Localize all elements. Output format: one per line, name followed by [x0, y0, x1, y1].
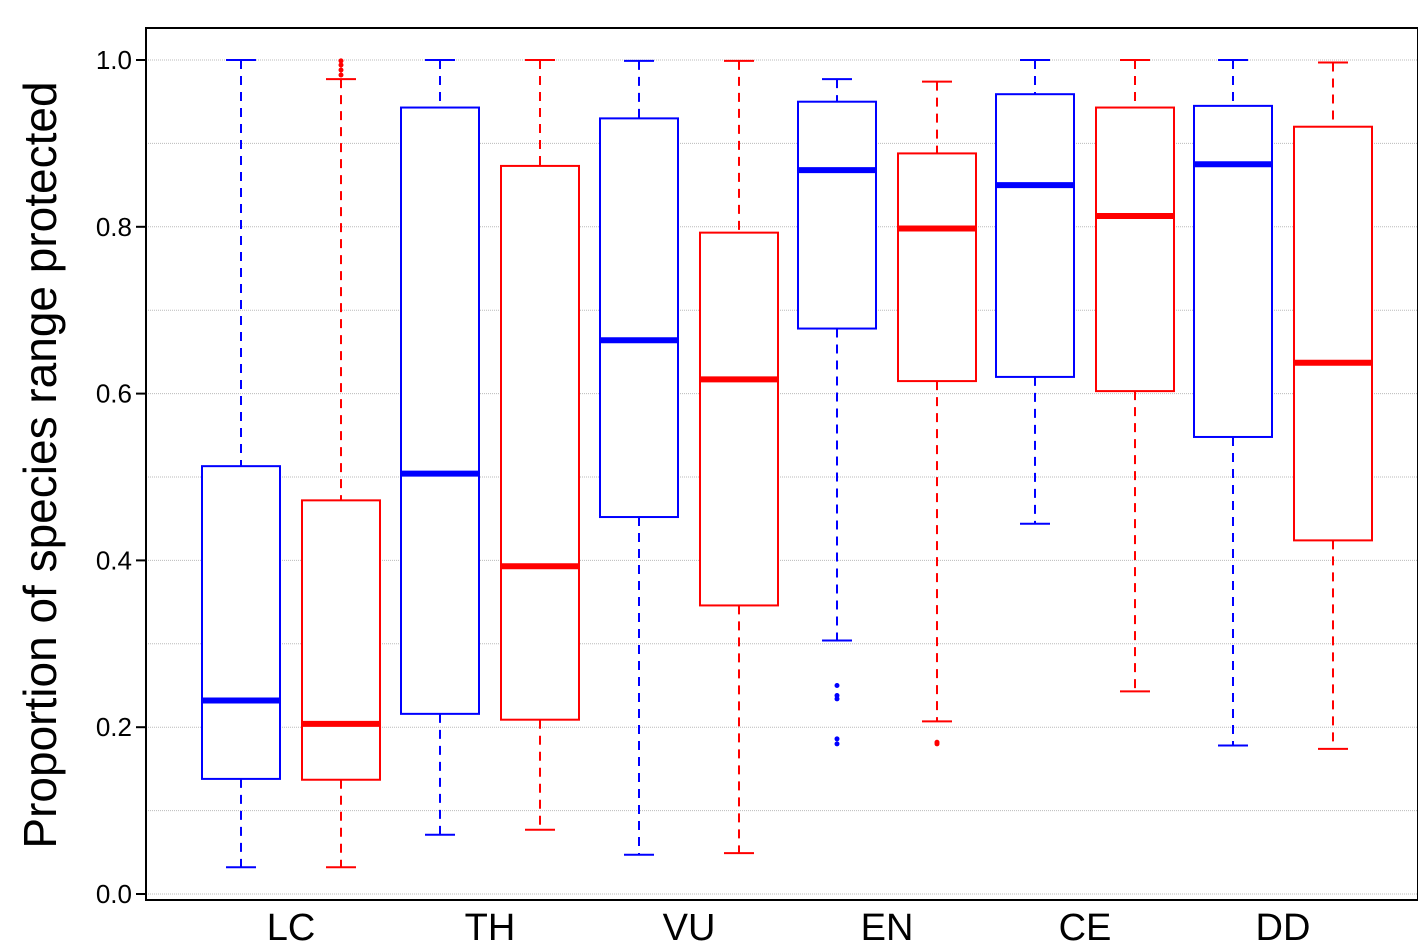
box-th	[400, 59, 480, 836]
iqr-box	[400, 106, 480, 715]
box-lc	[201, 59, 281, 869]
x-tick-label: EN	[861, 907, 914, 948]
y-tick-label: 0.4	[96, 545, 132, 575]
y-tick-label: 0.8	[96, 212, 132, 242]
iqr-box	[1095, 106, 1175, 393]
outlier-point	[338, 72, 344, 78]
x-tick-label: DD	[1256, 907, 1311, 948]
outlier-point	[338, 62, 344, 68]
box-dd	[1293, 61, 1373, 750]
x-tick-label: VU	[663, 907, 716, 948]
y-axis: 0.0 0.2 0.4 0.6 0.8 1.0	[96, 45, 146, 909]
iqr-box	[995, 93, 1075, 378]
box-vu	[699, 59, 779, 855]
outlier-point	[934, 741, 940, 747]
plot-frame	[145, 27, 1418, 901]
iqr-box	[301, 499, 381, 781]
x-tick-label: TH	[465, 907, 516, 948]
iqr-box	[1193, 104, 1273, 438]
outlier-point	[834, 736, 840, 742]
iqr-box	[1293, 125, 1373, 542]
iqr-box	[797, 100, 877, 330]
box-ce	[1095, 59, 1175, 693]
iqr-box	[201, 465, 281, 780]
box-en	[897, 80, 977, 747]
outlier-point	[338, 58, 344, 64]
y-tick-label: 0.6	[96, 379, 132, 409]
y-tick-label: 0.0	[96, 879, 132, 909]
outlier-point	[834, 683, 840, 688]
box-en	[797, 78, 877, 747]
box-ce	[995, 59, 1075, 525]
boxes	[201, 58, 1373, 869]
x-tick-label: CE	[1059, 907, 1112, 948]
iqr-box	[897, 152, 977, 383]
outlier-point	[834, 741, 840, 747]
y-tick-label: 1.0	[96, 45, 132, 75]
outlier-point	[338, 67, 344, 73]
box-th	[500, 59, 580, 831]
box-dd	[1193, 59, 1273, 747]
iqr-box	[500, 164, 580, 721]
box-lc	[301, 58, 381, 869]
box-vu	[599, 59, 679, 856]
iqr-box	[699, 231, 779, 607]
x-axis: LC TH VU EN CE DD	[267, 907, 1311, 948]
iqr-box	[599, 117, 679, 519]
x-tick-label: LC	[267, 907, 316, 948]
y-axis-label: Proportion of species range protected	[14, 81, 66, 848]
outlier-point	[834, 696, 840, 702]
y-tick-label: 0.2	[96, 712, 132, 742]
